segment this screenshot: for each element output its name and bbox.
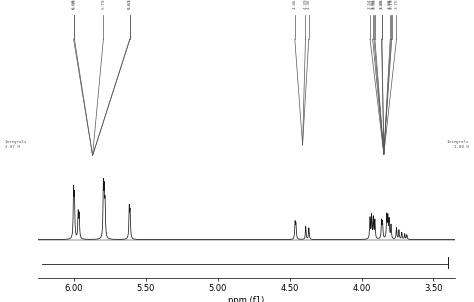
Text: 5.610: 5.610 [128,0,132,9]
Text: 4.464: 4.464 [293,0,297,9]
Text: 3.923: 3.923 [371,0,374,9]
Text: 3.861: 3.861 [380,0,383,9]
Text: 4.367: 4.367 [307,0,311,9]
Text: 5.612: 5.612 [128,0,132,9]
Text: 3.790: 3.790 [390,0,394,9]
Text: Integrals
2.07 H: Integrals 2.07 H [5,140,27,149]
Text: 3.914: 3.914 [372,0,376,9]
X-axis label: ppm (f1): ppm (f1) [228,296,264,302]
Text: 3.795: 3.795 [389,0,393,9]
Text: 3.801: 3.801 [388,0,392,9]
Text: 6.002: 6.002 [72,0,75,9]
Text: 3.858: 3.858 [380,0,384,9]
Text: 3.757: 3.757 [394,0,399,9]
Text: 5.996: 5.996 [73,0,76,9]
Text: 4.390: 4.390 [303,0,308,9]
Text: 5.795: 5.795 [101,0,105,9]
Text: 3.907: 3.907 [373,0,377,9]
Text: Integrals
1.00 H: Integrals 1.00 H [447,140,469,149]
Text: 3.941: 3.941 [368,0,372,9]
